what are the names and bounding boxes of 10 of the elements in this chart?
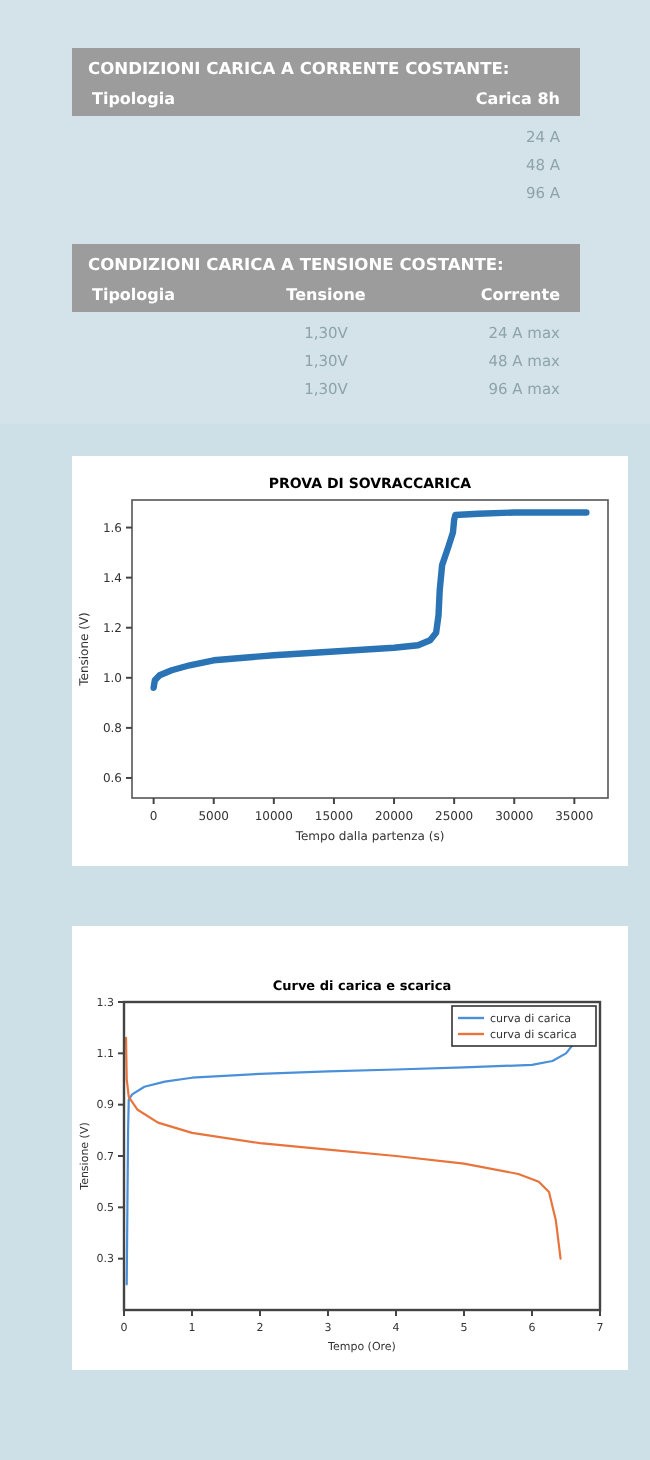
text: CONDIZIONI CARICA A CORRENTE COSTANTE: [88,58,510,78]
category-label: Tensione [286,286,367,304]
line-series [124,1036,562,1260]
text: CONDIZIONI CARICA A TENSIONE COSTANTE: [88,254,504,274]
category-label: Tipologia [92,90,176,108]
line-series [125,1041,576,1286]
category-label: Carica 8h [475,90,561,108]
category-label: Tipologia [92,286,176,304]
category-label: Corrente [480,286,562,304]
line-series [150,509,590,692]
